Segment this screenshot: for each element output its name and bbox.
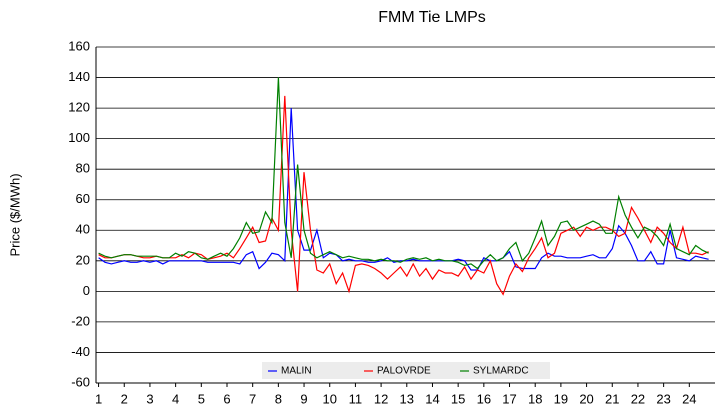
legend: MALIN PALOVRDE SYLMARDC — [262, 362, 550, 379]
x-tick-label: 7 — [249, 391, 256, 406]
x-tick-label: 12 — [374, 391, 388, 406]
x-tick-label: 9 — [300, 391, 307, 406]
x-tick-label: 23 — [656, 391, 670, 406]
series-line — [98, 95, 709, 296]
x-tick-label: 16 — [477, 391, 491, 406]
y-tick-label: 60 — [76, 191, 90, 206]
legend-label: MALIN — [281, 366, 312, 377]
x-tick-label: 10 — [322, 391, 336, 406]
x-tick-label: 24 — [682, 391, 696, 406]
y-tick-label: 120 — [68, 100, 90, 115]
y-tick-label: 100 — [68, 130, 90, 145]
series-line — [98, 108, 709, 271]
chart-title: FMM Tie LMPs — [378, 9, 486, 26]
x-tick-label: 6 — [223, 391, 230, 406]
x-tick-label: 3 — [146, 391, 153, 406]
legend-label: SYLMARDC — [473, 366, 529, 377]
x-tick-label: 21 — [605, 391, 619, 406]
x-tick-label: 1 — [95, 391, 102, 406]
x-tick-label: 11 — [349, 391, 363, 406]
x-tick-label: 4 — [172, 391, 179, 406]
x-tick-label: 17 — [502, 391, 516, 406]
x-tick-label: 8 — [275, 391, 282, 406]
y-tick-label: 20 — [76, 252, 90, 267]
y-tick-label: 140 — [68, 69, 90, 84]
y-tick-label: 0 — [83, 283, 90, 298]
legend-label: PALOVRDE — [377, 366, 431, 377]
x-tick-label: 13 — [400, 391, 414, 406]
y-tick-label: -40 — [71, 344, 90, 359]
x-tick-label: 18 — [528, 391, 542, 406]
x-tick-label: 14 — [425, 391, 439, 406]
y-axis-label: Price ($/MWh) — [7, 173, 22, 256]
x-tick-label: 5 — [198, 391, 205, 406]
x-tick-label: 20 — [579, 391, 593, 406]
x-tick-label: 2 — [121, 391, 128, 406]
x-tick-label: 22 — [631, 391, 645, 406]
y-tick-label: 160 — [68, 38, 90, 53]
y-tick-label: -20 — [71, 313, 90, 328]
x-tick-label: 15 — [451, 391, 465, 406]
y-tick-label: -60 — [71, 374, 90, 389]
y-tick-label: 80 — [76, 161, 90, 176]
series-line — [98, 77, 709, 270]
x-tick-label: 19 — [554, 391, 568, 406]
legend-box — [262, 362, 550, 379]
y-tick-label: 40 — [76, 222, 90, 237]
